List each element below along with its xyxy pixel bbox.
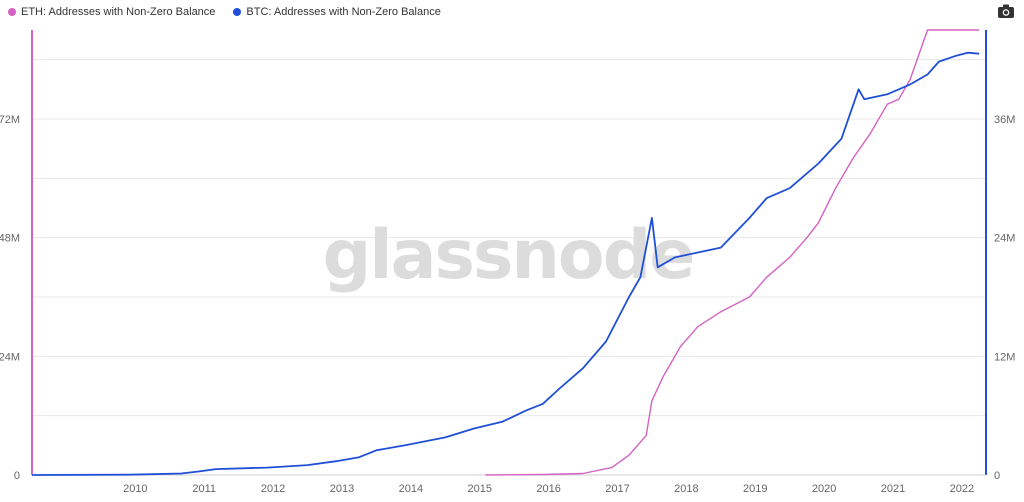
chart-legend: ETH: Addresses with Non-Zero Balance BTC… [8,6,441,18]
legend-item-eth[interactable]: ETH: Addresses with Non-Zero Balance [8,6,215,18]
x-tick-label: 2021 [881,483,905,495]
btc-legend-label: BTC: Addresses with Non-Zero Balance [246,6,441,18]
x-tick-label: 2015 [467,483,491,495]
x-tick-label: 2018 [674,483,698,495]
x-tick-label: 2020 [812,483,836,495]
x-tick-label: 2019 [743,483,767,495]
eth-legend-marker [8,8,16,16]
btc-legend-marker [233,8,242,16]
eth-series-line [485,29,980,476]
x-tick-label: 2013 [330,483,354,495]
series-lines [31,29,980,476]
y-right-tick-label: 24M [994,233,1015,245]
camera-icon[interactable] [998,4,1014,18]
x-tick-label: 2012 [261,483,285,495]
y-left-tick-label: 24M [0,351,20,363]
y-left-tick-label: 48M [0,233,20,245]
tick-labels: 0 24M 48M 72M 0 12M 24M 36M 2010 2011 2012 2013 2014… [0,114,1015,495]
x-tick-label: 2010 [123,483,147,495]
legend-item-btc[interactable]: BTC: Addresses with Non-Zero Balance [233,6,441,18]
x-tick-label: 2016 [536,483,560,495]
x-tick-label: 2014 [399,483,423,495]
y-right-tick-label: 12M [994,351,1015,363]
x-tick-label: 2011 [192,483,216,495]
y-right-tick-label: 36M [994,114,1015,126]
btc-series-line [31,51,980,476]
x-tick-label: 2017 [605,483,629,495]
eth-legend-label: ETH: Addresses with Non-Zero Balance [21,6,216,18]
x-tick-label: 2022 [950,483,974,495]
y-left-tick-label: 0 [14,470,20,482]
y-left-tick-label: 72M [0,114,20,126]
y-right-tick-label: 0 [994,470,1000,482]
watermark: glassnode [323,216,694,295]
